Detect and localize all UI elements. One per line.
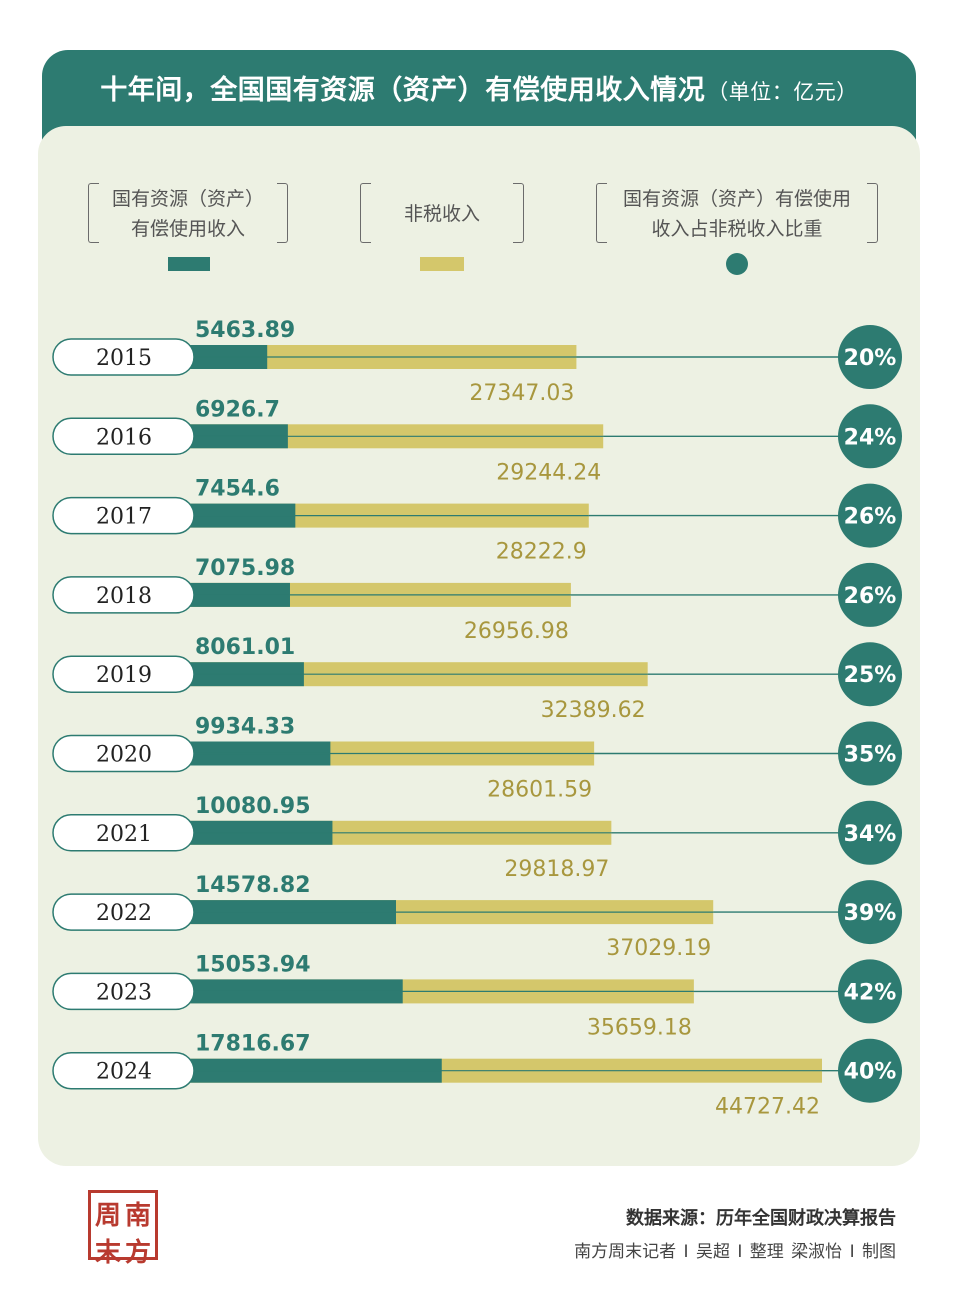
nanfang-zhoumo-logo: 周 南 末 方	[88, 1190, 158, 1268]
legend-swatch-circle	[726, 253, 748, 275]
legend-swatch-teal	[168, 257, 210, 271]
bracket-left	[360, 183, 371, 243]
value-label-non-tax-income: 26956.98	[464, 619, 569, 644]
share-label: 42%	[844, 980, 897, 1005]
legend-label: 国有资源（资产） 有偿使用收入	[111, 188, 264, 240]
value-label-state-asset-income: 14578.82	[195, 873, 311, 898]
logo-char: 南	[124, 1201, 151, 1231]
legend-share: 国有资源（资产）有偿使用 收入占非税收入比重	[596, 183, 878, 245]
value-label-non-tax-income: 29818.97	[504, 857, 609, 882]
year-pill	[52, 893, 195, 931]
year-label: 2016	[96, 425, 152, 450]
year-label: 2022	[96, 901, 152, 926]
value-label-non-tax-income: 32389.62	[541, 698, 646, 723]
year-label: 2017	[96, 505, 152, 530]
share-circle	[838, 800, 902, 865]
value-label-state-asset-income: 17816.67	[195, 1032, 311, 1057]
year-pill	[52, 496, 195, 535]
share-circle	[838, 642, 902, 707]
year-label: 2020	[96, 743, 152, 768]
bracket-right	[867, 183, 878, 243]
data-source: 数据来源：历年全国财政决算报告	[626, 1208, 896, 1229]
share-label: 24%	[844, 425, 897, 450]
year-pill	[52, 655, 195, 693]
unit-label: （单位：亿元）	[707, 80, 858, 104]
value-label-state-asset-income: 15053.94	[195, 952, 311, 977]
logo-char: 末	[94, 1238, 121, 1268]
share-circle	[838, 483, 902, 548]
value-label-state-asset-income: 9934.33	[195, 715, 295, 740]
value-label-state-asset-income: 7454.6	[195, 477, 280, 502]
logo-char: 周	[94, 1201, 121, 1231]
year-label: 2023	[96, 980, 152, 1005]
value-label-state-asset-income: 8061.01	[195, 635, 295, 660]
value-label-non-tax-income: 29244.24	[496, 460, 601, 485]
year-label: 2018	[96, 584, 152, 609]
value-label-non-tax-income: 37029.19	[606, 936, 711, 961]
value-label-non-tax-income: 28222.9	[496, 540, 587, 565]
share-circle	[838, 721, 902, 786]
bracket-left	[88, 183, 99, 243]
value-label-non-tax-income: 35659.18	[587, 1015, 692, 1040]
value-label-state-asset-income: 7075.98	[195, 556, 295, 581]
share-label: 26%	[844, 584, 897, 609]
value-label-state-asset-income: 5463.89	[195, 318, 295, 343]
legend-state-asset-income: 国有资源（资产） 有偿使用收入	[88, 183, 288, 245]
title-text: 十年间，全国国有资源（资产）有偿使用收入情况	[100, 75, 706, 106]
value-label-non-tax-income: 28601.59	[487, 778, 592, 803]
share-label: 40%	[844, 1060, 897, 1085]
share-circle	[838, 880, 902, 945]
credits: 南方周末记者 I 吴超 I 整理 梁淑怡 I 制图	[574, 1242, 896, 1262]
legend-label: 国有资源（资产）有偿使用 收入占非税收入比重	[622, 188, 851, 240]
legend-non-tax-income: 非税收入	[360, 183, 524, 245]
value-label-non-tax-income: 27347.03	[469, 381, 574, 406]
share-circle	[838, 404, 902, 469]
bracket-left	[596, 183, 607, 243]
share-label: 35%	[844, 743, 897, 768]
bracket-right	[513, 183, 524, 243]
year-label: 2024	[96, 1060, 152, 1085]
legend-swatch-yellow	[420, 257, 464, 271]
year-pill	[52, 972, 195, 1011]
share-circle	[838, 562, 902, 627]
year-label: 2019	[96, 663, 152, 688]
share-label: 39%	[844, 901, 897, 926]
share-label: 20%	[844, 346, 897, 371]
year-label: 2021	[96, 822, 152, 847]
year-pill	[52, 734, 195, 773]
chart-title: 十年间，全国国有资源（资产）有偿使用收入情况（单位：亿元）	[42, 68, 916, 107]
share-circle	[838, 959, 902, 1024]
year-label: 2015	[96, 346, 152, 371]
share-circle	[838, 325, 902, 389]
share-circle	[838, 1038, 902, 1103]
value-label-state-asset-income: 6926.7	[195, 397, 280, 422]
year-pill	[52, 576, 195, 614]
value-label-state-asset-income: 10080.95	[195, 794, 311, 819]
share-label: 34%	[844, 822, 897, 847]
year-pill	[52, 338, 195, 376]
share-label: 25%	[844, 663, 897, 688]
share-label: 26%	[844, 505, 897, 530]
year-pill	[52, 1051, 195, 1090]
bracket-right	[277, 183, 288, 243]
legend-label: 非税收入	[403, 203, 480, 225]
value-label-non-tax-income: 44727.42	[715, 1095, 820, 1120]
year-pill	[52, 814, 195, 852]
logo-char: 方	[124, 1238, 151, 1268]
year-pill	[52, 417, 195, 456]
